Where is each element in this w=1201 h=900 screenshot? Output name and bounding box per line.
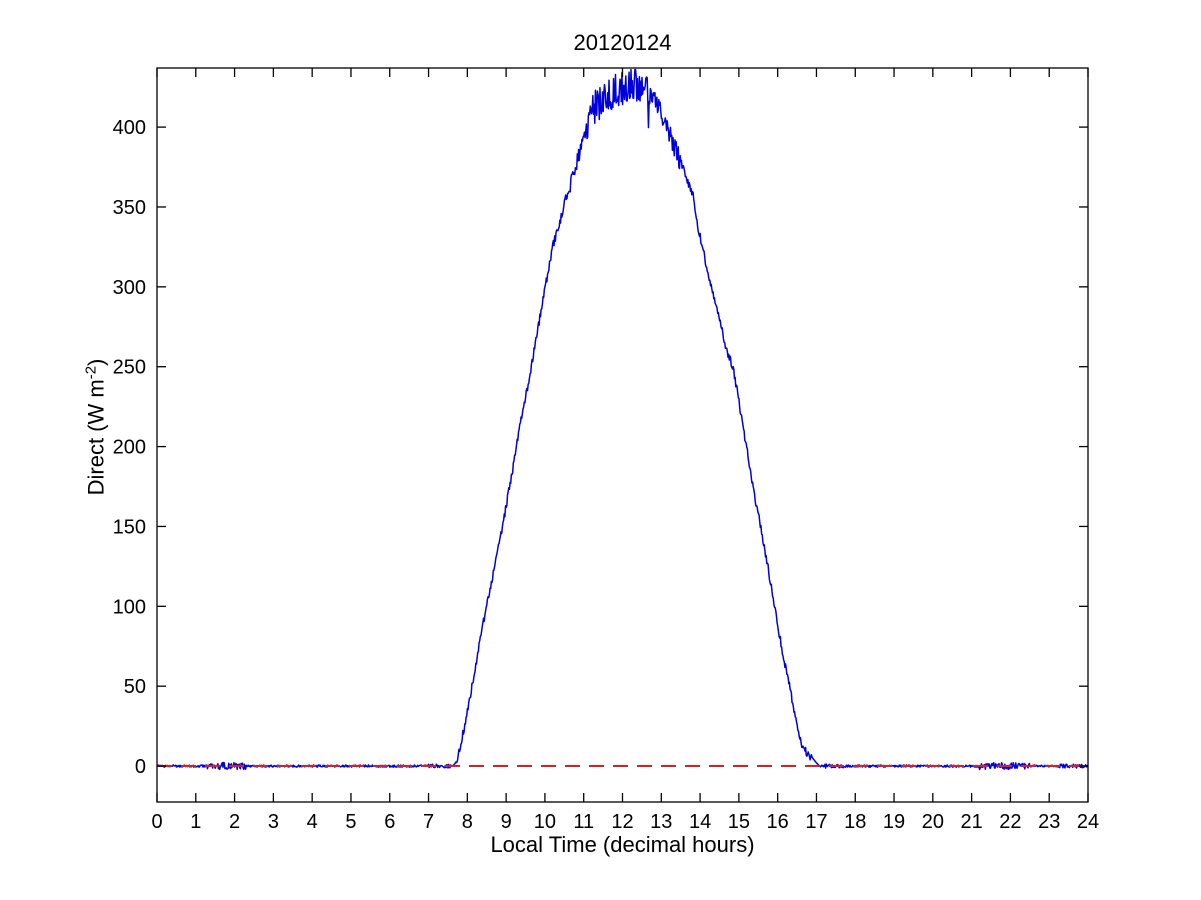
axes-box [156, 67, 1089, 803]
x-tick-label: 2 [229, 811, 240, 833]
x-tick-label: 10 [534, 811, 556, 833]
x-tick-label: 13 [650, 811, 672, 833]
x-tick-label: 12 [611, 811, 633, 833]
series-line-direct-irradiance [156, 68, 1089, 771]
x-tick-label: 11 [573, 811, 594, 833]
y-axis-label-superscript: -2 [82, 365, 100, 380]
x-tick-label: 14 [689, 811, 711, 833]
x-tick-label: 16 [767, 811, 789, 833]
y-tick-label: 250 [113, 357, 146, 379]
x-tick-label: 18 [844, 811, 866, 833]
x-tick-label: 19 [883, 811, 905, 833]
y-tick-label: 350 [113, 197, 146, 219]
x-tick-label: 22 [999, 811, 1021, 833]
x-tick-label: 9 [501, 811, 512, 833]
x-tick-label: 3 [268, 811, 279, 833]
y-tick-label: 400 [113, 117, 146, 139]
x-tick-label: 17 [805, 811, 827, 833]
x-tick-label: 23 [1038, 811, 1060, 833]
y-tick-label: 50 [124, 676, 146, 698]
y-tick-label: 0 [135, 756, 146, 778]
x-tick-label: 5 [345, 811, 356, 833]
x-tick-label: 0 [151, 811, 162, 833]
y-axis-label-text: Direct (W m [83, 379, 109, 496]
x-tick-label: 4 [307, 811, 318, 833]
y-axis-label: Direct (W m-2) [83, 359, 110, 496]
y-tick-label: 100 [113, 596, 146, 618]
x-tick-label: 6 [384, 811, 395, 833]
x-tick-label: 24 [1077, 811, 1099, 833]
x-tick-label: 21 [961, 811, 983, 833]
x-tick-label: 7 [423, 811, 434, 833]
y-tick-label: 300 [113, 277, 146, 299]
x-tick-label: 8 [462, 811, 473, 833]
y-tick-label: 150 [113, 516, 146, 538]
x-axis-label: Local Time (decimal hours) [490, 832, 755, 857]
x-tick-label: 15 [728, 811, 750, 833]
y-axis-label-close: ) [83, 358, 109, 366]
x-tick-label: 20 [922, 811, 944, 833]
y-tick-label: 200 [113, 437, 146, 459]
chart-title: 20120124 [573, 30, 672, 55]
x-tick-label: 1 [190, 811, 201, 833]
